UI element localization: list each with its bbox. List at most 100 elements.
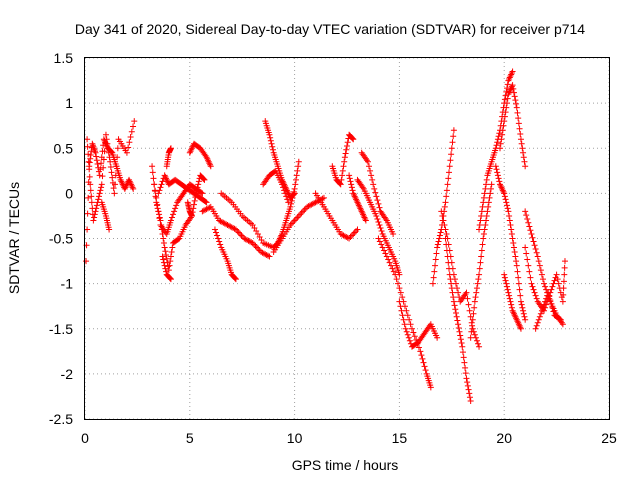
data-point [484,208,491,215]
data-point [370,181,377,188]
data-point [269,143,276,150]
data-point [478,247,485,254]
series-trace-v [358,149,397,237]
y-tick-label: 1.5 [54,50,74,66]
data-point [517,325,524,332]
data-point [548,300,555,307]
data-point [433,250,440,257]
data-point [107,158,114,165]
data-point [255,246,262,253]
data-point [190,201,197,208]
data-point [494,172,501,179]
series-trace-ae [497,82,529,170]
data-point [98,184,105,191]
data-point [520,307,527,314]
data-point [202,198,209,205]
data-point [559,298,566,305]
data-point [503,199,510,206]
data-point [444,181,451,188]
data-point [103,136,110,143]
series-trace-h [163,145,174,170]
data-point [114,145,121,152]
data-point [88,199,95,206]
data-point [449,265,456,272]
data-point [96,190,103,197]
data-point [455,321,462,328]
data-point [160,240,167,247]
data-point [508,226,515,233]
data-point [195,178,202,185]
data-point [267,134,274,141]
data-point [213,229,219,236]
data-point [477,259,484,266]
data-point [455,289,462,296]
data-point [405,334,412,341]
data-point [288,220,295,227]
data-point [495,133,502,140]
data-point [560,285,567,292]
data-point [520,149,527,156]
data-point [514,109,521,116]
data-point [338,176,345,183]
data-point [154,201,161,208]
data-point [534,253,541,260]
data-point [149,163,156,170]
x-tick-label: 10 [287,430,303,446]
data-point [86,166,93,173]
data-point [473,289,480,296]
data-point [284,196,291,203]
series-trace-t [346,172,369,224]
data-point [130,123,137,130]
data-point [520,310,527,317]
data-point [551,277,558,284]
data-point [524,256,531,263]
data-point [343,146,350,153]
data-point [503,104,510,111]
data-point [450,271,457,278]
data-point [466,394,473,401]
data-point [390,268,397,275]
data-point [476,343,483,350]
series-trace-c [98,199,113,233]
data-point [215,235,222,242]
data-point [449,289,456,296]
data-point [555,280,562,287]
data-point [560,278,567,285]
data-point [485,199,492,206]
data-point [476,221,483,228]
data-point [474,280,481,287]
data-point [269,146,276,153]
data-point [473,337,480,344]
data-point [502,109,509,116]
data-point [162,265,169,272]
data-point [295,212,302,219]
data-point [292,176,299,183]
data-point [106,154,113,161]
data-point [337,180,344,187]
data-point [211,226,218,233]
data-point [404,331,411,338]
data-point [369,176,376,183]
data-point [390,230,397,237]
data-point [457,332,464,339]
data-point [434,334,441,341]
data-point [466,390,473,397]
data-point [188,212,195,219]
data-point [503,283,510,290]
data-point [434,241,441,248]
data-point [85,151,92,158]
data-point [392,271,399,278]
x-tick-label: 15 [392,430,408,446]
data-point [375,200,382,207]
data-point [483,212,490,219]
data-point [168,249,175,256]
data-point [232,276,239,283]
data-point [89,140,96,147]
data-point [454,317,461,324]
data-point [162,248,169,255]
data-point [167,275,174,282]
y-tick-label: -2 [61,366,74,382]
series-trace-j [186,140,214,170]
data-point [294,167,301,174]
data-point [347,178,354,185]
